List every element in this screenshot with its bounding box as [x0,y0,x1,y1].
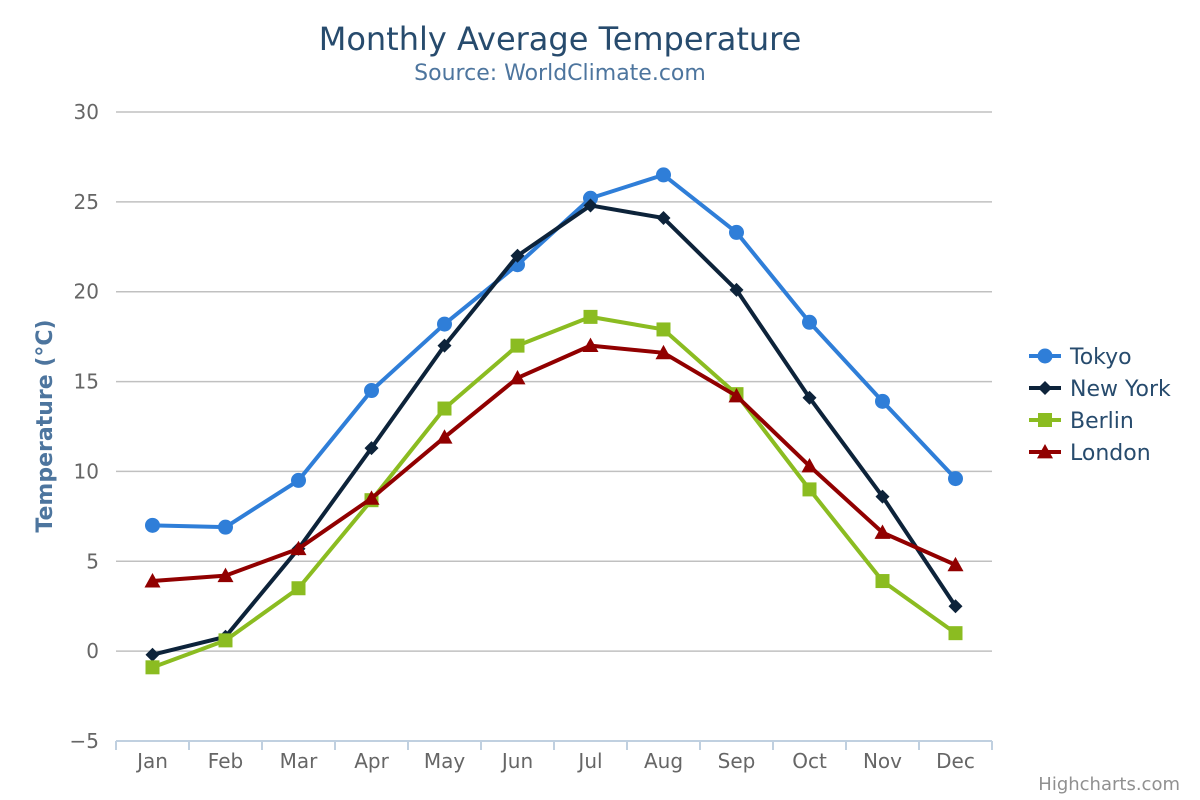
data-point-new-york[interactable] [364,441,379,456]
legend-marker[interactable] [1037,348,1053,364]
data-point-tokyo[interactable] [364,383,379,399]
y-tick-label: 20 [74,280,99,304]
series-tokyo [145,167,963,535]
legend-item-london[interactable]: London [1029,441,1151,466]
chart-title: Monthly Average Temperature [319,20,802,58]
data-point-new-york[interactable] [729,282,744,297]
y-tick-label: −5 [70,729,99,753]
y-tick-label: 30 [74,100,99,124]
series-line-berlin [150,314,958,670]
data-point-london[interactable] [290,540,307,556]
series-layer [144,167,964,675]
data-point-new-york[interactable] [802,390,817,405]
chart-subtitle: Source: WorldClimate.com [414,61,706,86]
x-tick-label: Nov [863,749,902,773]
data-point-berlin[interactable] [583,309,598,324]
data-point-london[interactable] [947,556,964,572]
x-tick-label: Jan [135,749,168,773]
y-tick-label: 25 [74,190,99,214]
series-line-new-york [150,203,958,657]
legend-marker[interactable] [1038,413,1052,427]
x-tick-label: Jun [500,749,533,773]
legend-label: New York [1070,377,1171,402]
data-point-tokyo[interactable] [656,167,671,183]
y-tick-label: 0 [86,639,99,663]
data-point-london[interactable] [874,524,891,539]
data-point-new-york[interactable] [948,599,963,614]
data-point-new-york[interactable] [437,338,452,353]
x-tick-label: Oct [792,749,827,773]
x-tick-label: Sep [718,749,756,773]
legend-marker[interactable] [1037,444,1053,459]
data-point-berlin[interactable] [802,482,817,497]
data-point-berlin[interactable] [656,322,671,337]
x-axis: Jan Feb Mar Apr May Jun Jul Aug Sep Oct Nov Dec [115,740,993,773]
data-point-tokyo[interactable] [875,393,890,409]
legend-item-tokyo[interactable]: Tokyo [1029,345,1132,370]
data-point-london[interactable] [582,337,599,353]
data-point-tokyo[interactable] [583,190,598,206]
data-point-new-york[interactable] [145,647,160,662]
series-line-tokyo [150,172,958,530]
data-point-berlin[interactable] [510,338,525,353]
series-line-london [150,343,958,584]
y-axis-ticks: −5 0 5 10 15 20 25 30 [70,100,99,753]
y-tick-label: 10 [74,459,99,483]
data-point-london[interactable] [144,573,161,588]
data-point-london[interactable] [655,344,672,360]
data-point-london[interactable] [509,369,526,385]
series-london [144,337,964,588]
data-point-london[interactable] [728,387,745,403]
x-tick-label: Feb [208,749,243,773]
credits-link[interactable]: Highcharts.com [1038,774,1180,795]
legend-marker[interactable] [1038,381,1052,395]
y-axis-title: Temperature (°C) [33,319,58,532]
data-point-london[interactable] [363,490,380,505]
series-new-york [145,198,963,662]
data-point-new-york[interactable] [875,489,890,504]
data-point-tokyo[interactable] [218,519,233,535]
data-point-new-york[interactable] [583,198,598,213]
data-point-new-york[interactable] [510,248,525,263]
data-point-tokyo[interactable] [145,517,160,533]
data-point-tokyo[interactable] [291,472,306,488]
data-point-tokyo[interactable] [802,314,817,330]
legend-item-new-york[interactable]: New York [1029,377,1171,402]
data-point-tokyo[interactable] [437,316,452,332]
y-tick-label: 5 [86,549,99,573]
data-point-london[interactable] [217,567,234,583]
series-berlin [145,309,963,675]
legend-label: Tokyo [1069,345,1132,370]
x-tick-label: May [424,749,466,773]
data-point-berlin[interactable] [948,626,963,641]
data-point-berlin[interactable] [875,574,890,589]
x-tick-label: Dec [936,749,975,773]
x-tick-label: Jul [576,749,602,773]
data-point-berlin[interactable] [437,401,452,416]
data-point-new-york[interactable] [656,211,671,226]
x-tick-label: Aug [644,749,683,773]
data-point-london[interactable] [801,458,818,473]
data-point-tokyo[interactable] [729,224,744,240]
data-point-berlin[interactable] [218,633,233,648]
legend-label: London [1070,441,1151,466]
data-point-berlin[interactable] [291,581,306,596]
legend-label: Berlin [1070,409,1134,434]
legend: Tokyo New York Berlin London [1029,345,1171,466]
data-point-tokyo[interactable] [948,471,963,487]
gridlines [116,111,992,652]
x-tick-label: Mar [280,749,319,773]
y-tick-label: 15 [74,370,99,394]
x-tick-label: Apr [354,749,389,773]
data-point-berlin[interactable] [145,660,160,675]
legend-item-berlin[interactable]: Berlin [1029,409,1134,434]
data-point-london[interactable] [436,429,453,444]
